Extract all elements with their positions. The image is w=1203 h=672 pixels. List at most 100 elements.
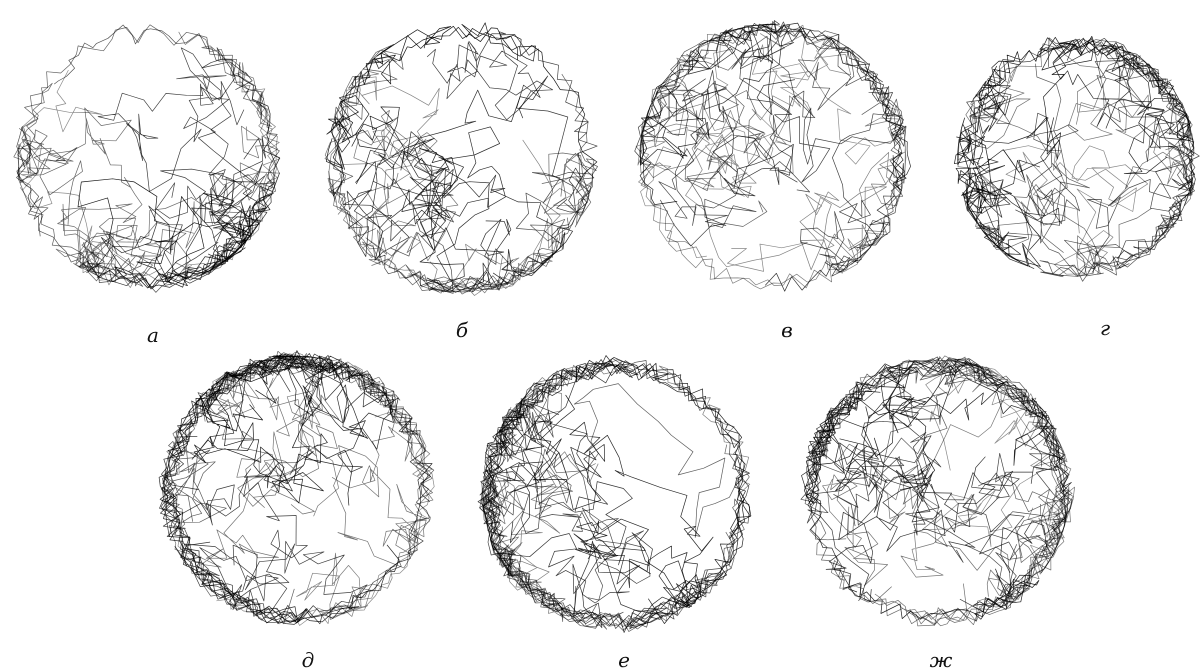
trajectory-path (164, 476, 308, 598)
trajectory-path (507, 359, 657, 417)
trajectory-path (228, 410, 435, 624)
trajectory-path (161, 385, 295, 625)
trajectory-path (654, 95, 757, 199)
trajectory-path (964, 426, 1069, 609)
trajectory-path (331, 43, 404, 203)
trajectory-path (531, 357, 752, 580)
trajectory-path (343, 161, 512, 265)
trajectory-path (162, 399, 227, 523)
trajectory-plot-d (158, 350, 435, 626)
trajectory-path (479, 360, 707, 496)
trajectory-path (971, 429, 1072, 573)
trajectory-path (955, 47, 1094, 234)
trajectory-path (221, 350, 376, 390)
trajectory-path (639, 23, 841, 259)
trajectory-path (1039, 90, 1195, 282)
trajectory-plot-a (13, 24, 281, 293)
trajectory-path (634, 21, 902, 186)
trajectory-plot-v (634, 20, 911, 292)
trajectory-path (345, 368, 433, 499)
trajectory-path (266, 355, 341, 517)
trajectory-path (638, 173, 888, 290)
trajectory-path (684, 498, 741, 608)
trajectory-path (296, 552, 371, 620)
trajectory-path (967, 94, 1152, 264)
trajectory-path (325, 22, 536, 169)
trajectory-path (484, 394, 575, 544)
trajectory-path (1105, 54, 1191, 175)
trajectory-path (178, 31, 272, 127)
trajectory-path (164, 366, 257, 610)
trajectory-path (934, 391, 1058, 547)
trajectory-path (331, 415, 427, 569)
panel-label-d: д (301, 648, 315, 672)
trajectory-path (483, 469, 658, 627)
trajectory-path (843, 568, 1040, 620)
trajectory-path (1023, 112, 1080, 278)
trajectory-path (805, 377, 898, 524)
trajectory-path (1003, 145, 1149, 275)
trajectory-path (401, 75, 549, 292)
trajectory-path (682, 20, 795, 116)
trajectory-path (353, 109, 459, 262)
trajectory-path (191, 404, 353, 506)
trajectory-path (1026, 63, 1090, 253)
trajectory-path (330, 26, 452, 147)
trajectory-path (114, 62, 281, 290)
trajectory-path (326, 95, 566, 293)
trajectory-path (883, 357, 973, 464)
trajectory-path (825, 468, 996, 602)
trajectory-path (1052, 39, 1194, 196)
trajectory-path (160, 436, 308, 625)
trajectory-path (1087, 163, 1191, 270)
trajectory-path (639, 22, 907, 205)
trajectory-path (966, 65, 1041, 210)
trajectory-path (159, 486, 353, 624)
trajectory-panel-b (320, 14, 602, 304)
trajectory-path (356, 126, 573, 277)
trajectory-path (174, 540, 368, 624)
trajectory-path (800, 155, 905, 277)
trajectory-path (1008, 232, 1134, 277)
trajectory-path (406, 261, 539, 295)
trajectory-path (644, 23, 904, 251)
trajectory-path (957, 85, 1067, 251)
trajectory-path (471, 73, 598, 293)
panel-label-v: в (781, 318, 793, 342)
trajectory-path (1027, 498, 1073, 575)
trajectory-path (927, 356, 1075, 598)
trajectory-path (909, 434, 1074, 627)
trajectory-path (535, 421, 714, 629)
panel-label-b: б (455, 318, 469, 342)
trajectory-path (329, 173, 570, 292)
trajectory-path (86, 243, 235, 288)
trajectory-path (686, 23, 816, 193)
trajectory-panel-e (475, 346, 757, 642)
trajectory-path (1039, 36, 1195, 148)
trajectory-path (511, 384, 619, 601)
trajectory-path (17, 129, 83, 225)
trajectory-path (715, 20, 907, 273)
trajectory-path (529, 152, 597, 245)
trajectory-path (702, 33, 904, 165)
trajectory-path (482, 497, 653, 604)
trajectory-panel-g (950, 22, 1202, 294)
trajectory-plot-g (954, 35, 1200, 282)
trajectory-path (308, 357, 434, 617)
trajectory-path (972, 45, 1175, 139)
trajectory-path (648, 373, 751, 624)
trajectory-path (637, 55, 716, 188)
trajectory-path (958, 83, 1042, 251)
panel-label-a: а (147, 323, 159, 347)
trajectory-panel-a (10, 12, 285, 302)
trajectory-path (53, 24, 280, 277)
trajectory-path (716, 26, 911, 292)
trajectory-path (481, 413, 596, 515)
trajectory-path (388, 236, 525, 293)
trajectory-path (559, 444, 750, 631)
trajectory-path (480, 373, 569, 583)
trajectory-path (807, 451, 976, 602)
trajectory-path (390, 172, 594, 294)
trajectory-path (480, 434, 608, 630)
trajectory-path (371, 253, 553, 296)
